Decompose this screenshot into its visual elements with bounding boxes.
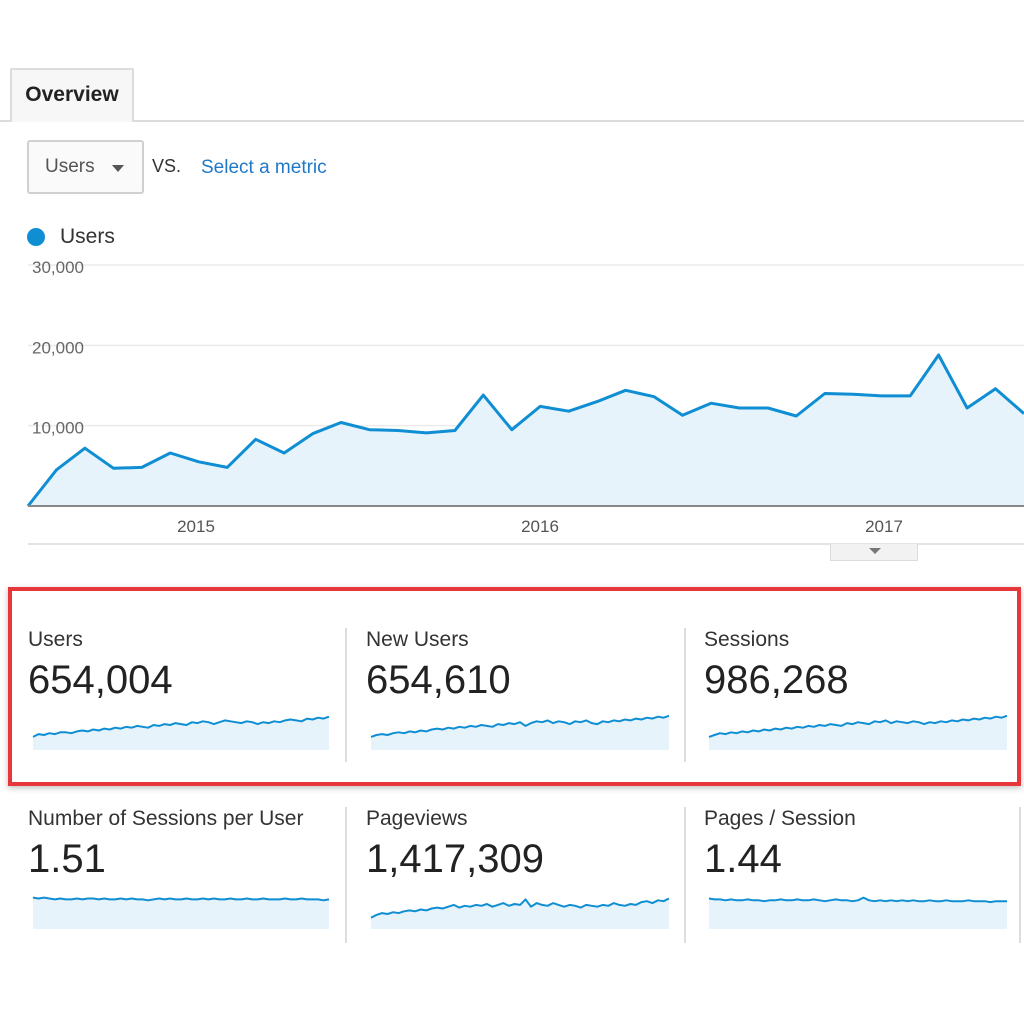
vs-label: VS. (152, 156, 182, 176)
sparkline-line (32, 715, 330, 738)
metric-label: Users (28, 628, 83, 651)
sparkline-fill (33, 716, 329, 750)
legend-series-label: Users (60, 225, 115, 248)
select-metric-link[interactable]: Select a metric (201, 157, 327, 178)
metric-tile-sessions[interactable]: Sessions 986,268 (704, 628, 1009, 788)
users-series-line (26, 353, 1024, 507)
legend-dot-icon (27, 228, 45, 246)
metric-label: New Users (366, 628, 469, 651)
sparkline-fill (709, 715, 1007, 750)
metric-tile-sessions-per-user[interactable]: Number of Sessions per User 1.51 (28, 807, 333, 967)
tile-divider (1019, 807, 1021, 943)
tile-divider (684, 807, 686, 943)
metric-tile-pageviews[interactable]: Pageviews 1,417,309 (366, 807, 671, 967)
metric-value: 654,610 (366, 658, 511, 702)
metric-value: 654,004 (28, 658, 173, 702)
chart-legend: Users (27, 225, 115, 249)
sparkline (370, 714, 670, 750)
y-tick-label: 30,000 (32, 258, 84, 277)
sparkline-fill (371, 898, 669, 929)
sparkline (32, 715, 330, 750)
chevron-down-icon (869, 548, 881, 554)
tile-divider (684, 628, 686, 762)
metric-label: Sessions (704, 628, 790, 651)
metric-dropdown-label: Users (45, 156, 95, 177)
sparkline-line (32, 896, 330, 902)
sparkline (370, 897, 670, 929)
y-tick-label: 10,000 (32, 419, 84, 438)
metric-tile-users[interactable]: Users 654,004 (28, 628, 333, 788)
tab-bar-baseline (0, 120, 1024, 122)
metric-value: 1.51 (28, 837, 106, 881)
users-area-fill (28, 355, 1024, 506)
x-tick-label: 2016 (521, 517, 559, 536)
sparkline-fill (33, 897, 329, 929)
x-tick-label: 2015 (177, 517, 215, 536)
y-tick-label: 20,000 (32, 338, 84, 357)
metric-dropdown[interactable]: Users (27, 140, 144, 194)
chevron-down-icon (112, 165, 124, 172)
metric-value: 1,417,309 (366, 837, 544, 881)
metric-label: Pageviews (366, 807, 468, 830)
sparkline-line (708, 896, 1007, 904)
metric-value: 986,268 (704, 658, 849, 702)
sparkline-line (708, 714, 1008, 738)
highlight-box (8, 587, 1021, 786)
sparkline (32, 896, 330, 929)
tile-divider (345, 807, 347, 943)
tab-bar: Overview (0, 0, 1024, 122)
metric-label: Number of Sessions per User (28, 807, 304, 830)
sparkline-fill (709, 897, 1007, 929)
tab-overview[interactable]: Overview (10, 68, 134, 122)
metric-tile-new-users[interactable]: New Users 654,610 (366, 628, 671, 788)
metric-value: 1.44 (704, 837, 782, 881)
sparkline-line (370, 714, 670, 738)
sparkline (708, 714, 1008, 750)
x-tick-label: 2017 (865, 517, 903, 536)
users-line-chart: 30,000 20,000 10,000 2015 2016 2017 (26, 258, 1024, 545)
sparkline-line (370, 897, 670, 919)
sparkline (708, 896, 1007, 929)
metric-tile-pages-per-session[interactable]: Pages / Session 1.44 (704, 807, 1009, 967)
tile-divider (345, 628, 347, 762)
chart-expand-handle[interactable] (830, 544, 918, 561)
metric-label: Pages / Session (704, 807, 856, 830)
